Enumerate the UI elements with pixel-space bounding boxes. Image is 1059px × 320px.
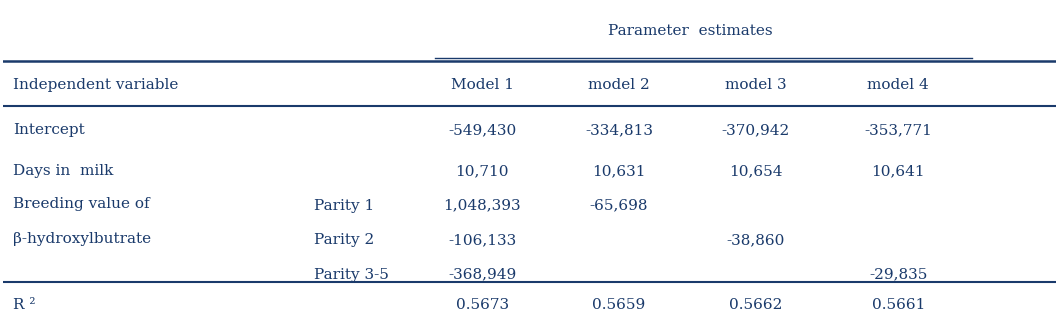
- Text: -29,835: -29,835: [869, 268, 928, 282]
- Text: R ²: R ²: [14, 298, 36, 312]
- Text: -106,133: -106,133: [448, 233, 516, 247]
- Text: -370,942: -370,942: [722, 123, 790, 137]
- Text: 0.5662: 0.5662: [730, 298, 783, 312]
- Text: -334,813: -334,813: [585, 123, 653, 137]
- Text: -65,698: -65,698: [590, 199, 648, 212]
- Text: Breeding value of: Breeding value of: [14, 197, 150, 211]
- Text: 0.5659: 0.5659: [592, 298, 646, 312]
- Text: Parity 2: Parity 2: [313, 233, 374, 247]
- Text: β-hydroxylbutrate: β-hydroxylbutrate: [14, 232, 151, 246]
- Text: Parity 3-5: Parity 3-5: [313, 268, 389, 282]
- Text: Parameter  estimates: Parameter estimates: [608, 24, 772, 38]
- Text: model 3: model 3: [725, 77, 787, 92]
- Text: -38,860: -38,860: [726, 233, 785, 247]
- Text: Intercept: Intercept: [14, 123, 85, 137]
- Text: 10,710: 10,710: [455, 164, 508, 178]
- Text: 10,641: 10,641: [872, 164, 925, 178]
- Text: -549,430: -549,430: [448, 123, 516, 137]
- Text: 1,048,393: 1,048,393: [444, 199, 521, 212]
- Text: Parity 1: Parity 1: [313, 199, 374, 212]
- Text: -368,949: -368,949: [448, 268, 516, 282]
- Text: -353,771: -353,771: [864, 123, 932, 137]
- Text: Model 1: Model 1: [450, 77, 514, 92]
- Text: 10,631: 10,631: [592, 164, 646, 178]
- Text: 0.5673: 0.5673: [455, 298, 508, 312]
- Text: 0.5661: 0.5661: [872, 298, 925, 312]
- Text: model 2: model 2: [588, 77, 650, 92]
- Text: 10,654: 10,654: [730, 164, 783, 178]
- Text: Independent variable: Independent variable: [14, 77, 179, 92]
- Text: model 4: model 4: [867, 77, 929, 92]
- Text: Days in  milk: Days in milk: [14, 164, 113, 178]
